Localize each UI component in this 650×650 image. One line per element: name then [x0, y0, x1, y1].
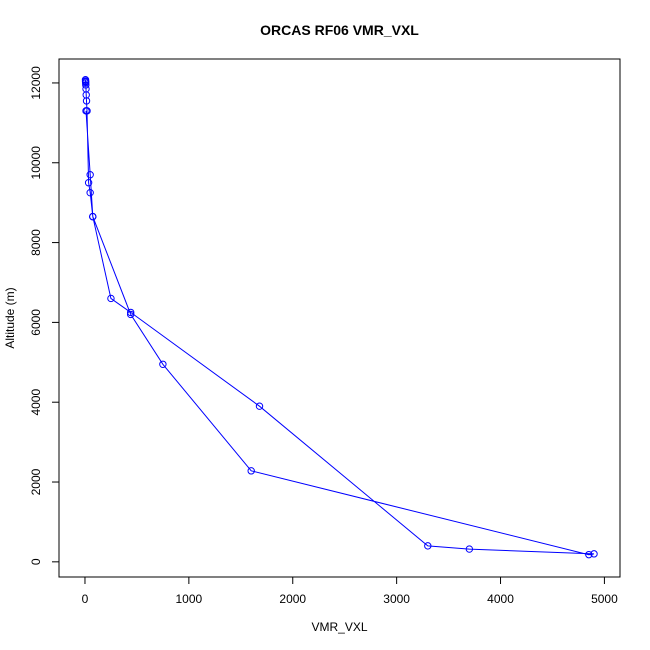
data-point: [424, 542, 432, 550]
y-tick-label: 4000: [29, 389, 43, 416]
data-point: [86, 171, 94, 179]
chart-title: ORCAS RF06 VMR_VXL: [260, 22, 419, 38]
data-point: [247, 467, 255, 475]
series-line: [85, 79, 595, 556]
x-tick-label: 0: [82, 592, 89, 606]
x-axis-title: VMR_VXL: [311, 620, 367, 634]
data-point: [84, 179, 93, 187]
data-point: [89, 212, 97, 221]
data-point: [255, 402, 264, 410]
x-tick-label: 1000: [176, 592, 203, 606]
x-tick-label: 4000: [487, 592, 514, 606]
data-point: [585, 550, 593, 559]
x-tick-label: 5000: [591, 592, 618, 606]
data-point: [126, 308, 135, 317]
data-point: [590, 550, 598, 558]
data-point: [465, 545, 474, 553]
data-point: [126, 310, 135, 319]
y-tick-label: 12000: [29, 66, 43, 100]
y-tick-label: 8000: [29, 229, 43, 256]
x-tick-label: 3000: [383, 592, 410, 606]
data-point: [82, 107, 90, 115]
data-point: [107, 294, 115, 303]
series-layer: [81, 76, 598, 559]
data-point: [86, 188, 94, 197]
x-tick-label: 2000: [279, 592, 306, 606]
y-tick-label: 6000: [29, 309, 43, 336]
data-point: [82, 81, 90, 89]
x-axis: 0 1000 2000 3000 4000 5000: [82, 576, 618, 606]
data-point: [159, 360, 167, 368]
y-tick-label: 10000: [29, 146, 43, 180]
data-point: [82, 97, 91, 105]
y-axis: 0 2000 4000 6000 8000 10000 12000: [29, 66, 60, 565]
y-axis-title: Altitude (m): [3, 287, 17, 348]
y-tick-label: 0: [29, 558, 43, 565]
y-tick-label: 2000: [29, 468, 43, 495]
plot-area-frame: [58, 58, 621, 578]
